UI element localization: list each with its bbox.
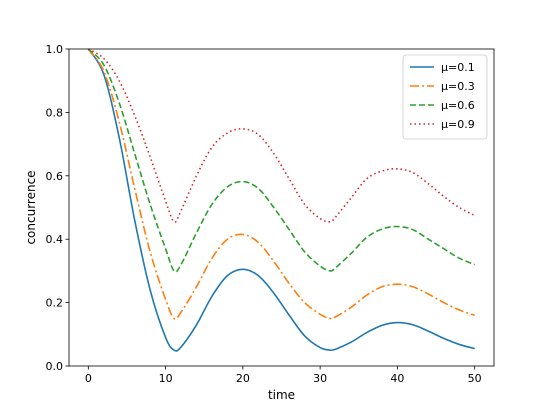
legend-label-0: μ=0.1 [441, 61, 475, 74]
plot-frame [68, 48, 495, 367]
legend-label-3: μ=0.9 [441, 118, 475, 131]
x-tick-label: 40 [390, 372, 404, 385]
legend-label-1: μ=0.3 [441, 80, 475, 93]
legend: μ=0.1 μ=0.3 μ=0.6 μ=0.9 [402, 54, 488, 140]
y-tick-label: 0.0 [46, 360, 64, 373]
series-line-2 [87, 48, 475, 273]
y-tick-label: 0.4 [46, 233, 64, 246]
y-tick-label: 1.0 [46, 43, 64, 56]
legend-box [402, 54, 488, 140]
y-axis-label: concurrence [24, 170, 38, 244]
x-tick-label: 10 [159, 372, 173, 385]
x-tick-label: 50 [468, 372, 482, 385]
y-tick-label: 0.8 [46, 106, 64, 119]
x-tick-label: 30 [313, 372, 327, 385]
x-tick-label: 0 [85, 372, 92, 385]
y-tick-label: 0.2 [46, 297, 64, 310]
plot-lines [87, 48, 476, 352]
y-axis-ticks: 0.0 0.2 0.4 0.6 0.8 1.0 [46, 43, 69, 373]
legend-label-2: μ=0.6 [441, 99, 475, 112]
series-line-3 [87, 48, 476, 223]
y-tick-label: 0.6 [46, 170, 64, 183]
x-axis-ticks: 0 10 20 30 40 50 [85, 366, 482, 385]
series-line-0 [87, 48, 475, 352]
x-tick-label: 20 [236, 372, 250, 385]
x-axis-label: time [268, 388, 295, 402]
